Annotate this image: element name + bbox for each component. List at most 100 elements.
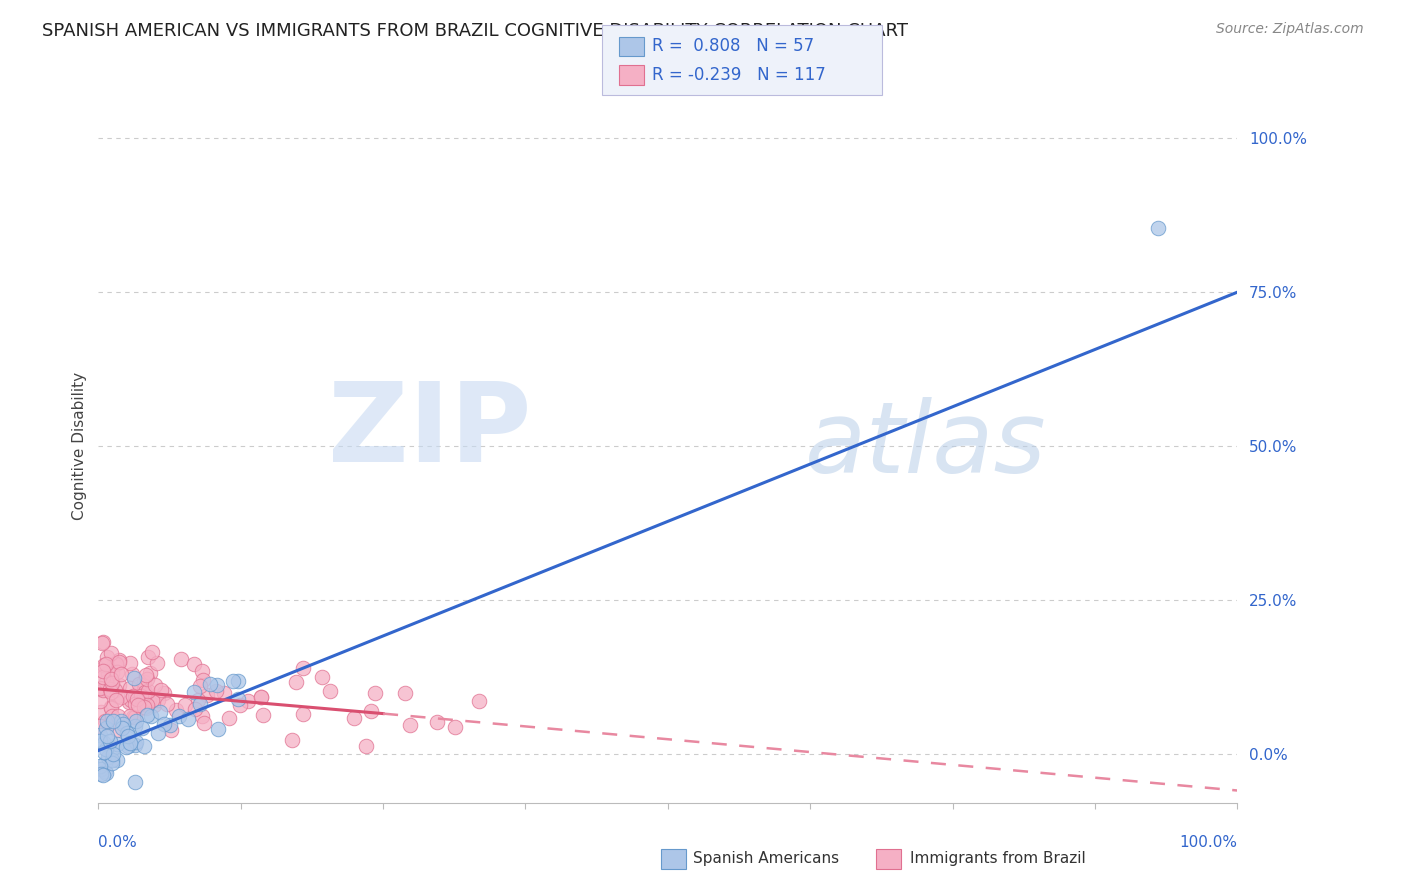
Point	[159, 718, 181, 732]
Point	[97, 750, 120, 764]
Point	[90, 705, 112, 719]
Point	[89, 734, 111, 748]
Point	[117, 739, 139, 753]
Point	[94, 683, 117, 698]
Point	[281, 732, 304, 747]
Point	[100, 676, 122, 690]
Point	[136, 708, 159, 723]
Point	[311, 669, 333, 683]
Point	[177, 713, 200, 727]
Point	[118, 695, 141, 709]
Point	[363, 686, 385, 700]
Point	[139, 665, 162, 680]
Point	[97, 666, 120, 681]
Point	[124, 710, 146, 724]
Point	[212, 686, 235, 700]
Point	[360, 704, 382, 718]
Point	[96, 674, 118, 689]
Point	[191, 708, 214, 723]
Point	[191, 665, 214, 679]
Point	[91, 635, 114, 649]
Point	[105, 693, 128, 707]
Point	[124, 719, 146, 733]
Text: Source: ZipAtlas.com: Source: ZipAtlas.com	[1216, 22, 1364, 37]
Point	[122, 671, 145, 685]
Point	[120, 693, 142, 707]
Point	[399, 717, 422, 731]
Point	[101, 754, 124, 768]
Point	[96, 650, 118, 665]
Point	[443, 719, 465, 733]
Point	[98, 681, 121, 696]
Point	[100, 665, 122, 680]
Point	[110, 714, 132, 728]
Point	[131, 721, 153, 735]
Point	[252, 707, 274, 722]
Point	[134, 684, 156, 698]
Point	[115, 726, 138, 740]
Point	[103, 657, 125, 671]
Text: Immigrants from Brazil: Immigrants from Brazil	[910, 851, 1085, 865]
Point	[117, 729, 139, 743]
Point	[156, 697, 179, 711]
Point	[89, 681, 111, 695]
Text: 0.0%: 0.0%	[98, 836, 138, 850]
Point	[89, 719, 111, 733]
Point	[136, 683, 159, 698]
Point	[94, 764, 117, 778]
Point	[100, 699, 122, 714]
Text: atlas: atlas	[804, 398, 1046, 494]
Point	[195, 688, 218, 702]
Point	[127, 698, 149, 713]
Point	[149, 683, 172, 698]
Point	[134, 739, 156, 753]
Point	[149, 705, 172, 719]
Point	[120, 681, 142, 695]
Point	[93, 736, 115, 750]
Point	[89, 728, 111, 742]
Point	[89, 758, 111, 772]
Point	[91, 670, 114, 684]
Point	[285, 675, 308, 690]
Point	[124, 738, 146, 752]
Point	[108, 655, 131, 669]
Point	[1146, 220, 1168, 235]
Point	[229, 698, 252, 713]
Point	[167, 709, 190, 723]
Point	[100, 672, 122, 686]
Point	[105, 657, 128, 671]
Point	[184, 702, 207, 716]
Point	[249, 690, 271, 704]
Point	[124, 697, 146, 711]
Point	[146, 726, 169, 740]
Point	[188, 679, 211, 693]
Point	[100, 685, 122, 699]
Point	[91, 664, 114, 678]
Point	[132, 683, 155, 698]
Point	[226, 692, 249, 706]
Point	[104, 683, 127, 698]
Point	[250, 690, 273, 705]
Point	[100, 700, 122, 714]
Point	[103, 713, 125, 727]
Text: ZIP: ZIP	[328, 378, 531, 485]
Point	[125, 714, 148, 728]
Point	[101, 756, 124, 770]
Point	[121, 690, 143, 704]
Point	[96, 714, 118, 728]
Point	[152, 686, 174, 700]
Point	[101, 676, 124, 690]
Point	[134, 674, 156, 689]
Point	[141, 645, 163, 659]
Point	[90, 767, 112, 781]
Point	[89, 663, 111, 677]
Point	[132, 688, 155, 702]
Point	[153, 716, 176, 731]
Point	[142, 698, 165, 713]
Point	[191, 673, 214, 687]
Point	[128, 676, 150, 690]
Point	[193, 716, 215, 731]
Point	[91, 767, 114, 781]
Point	[218, 711, 240, 725]
Point	[165, 703, 187, 717]
